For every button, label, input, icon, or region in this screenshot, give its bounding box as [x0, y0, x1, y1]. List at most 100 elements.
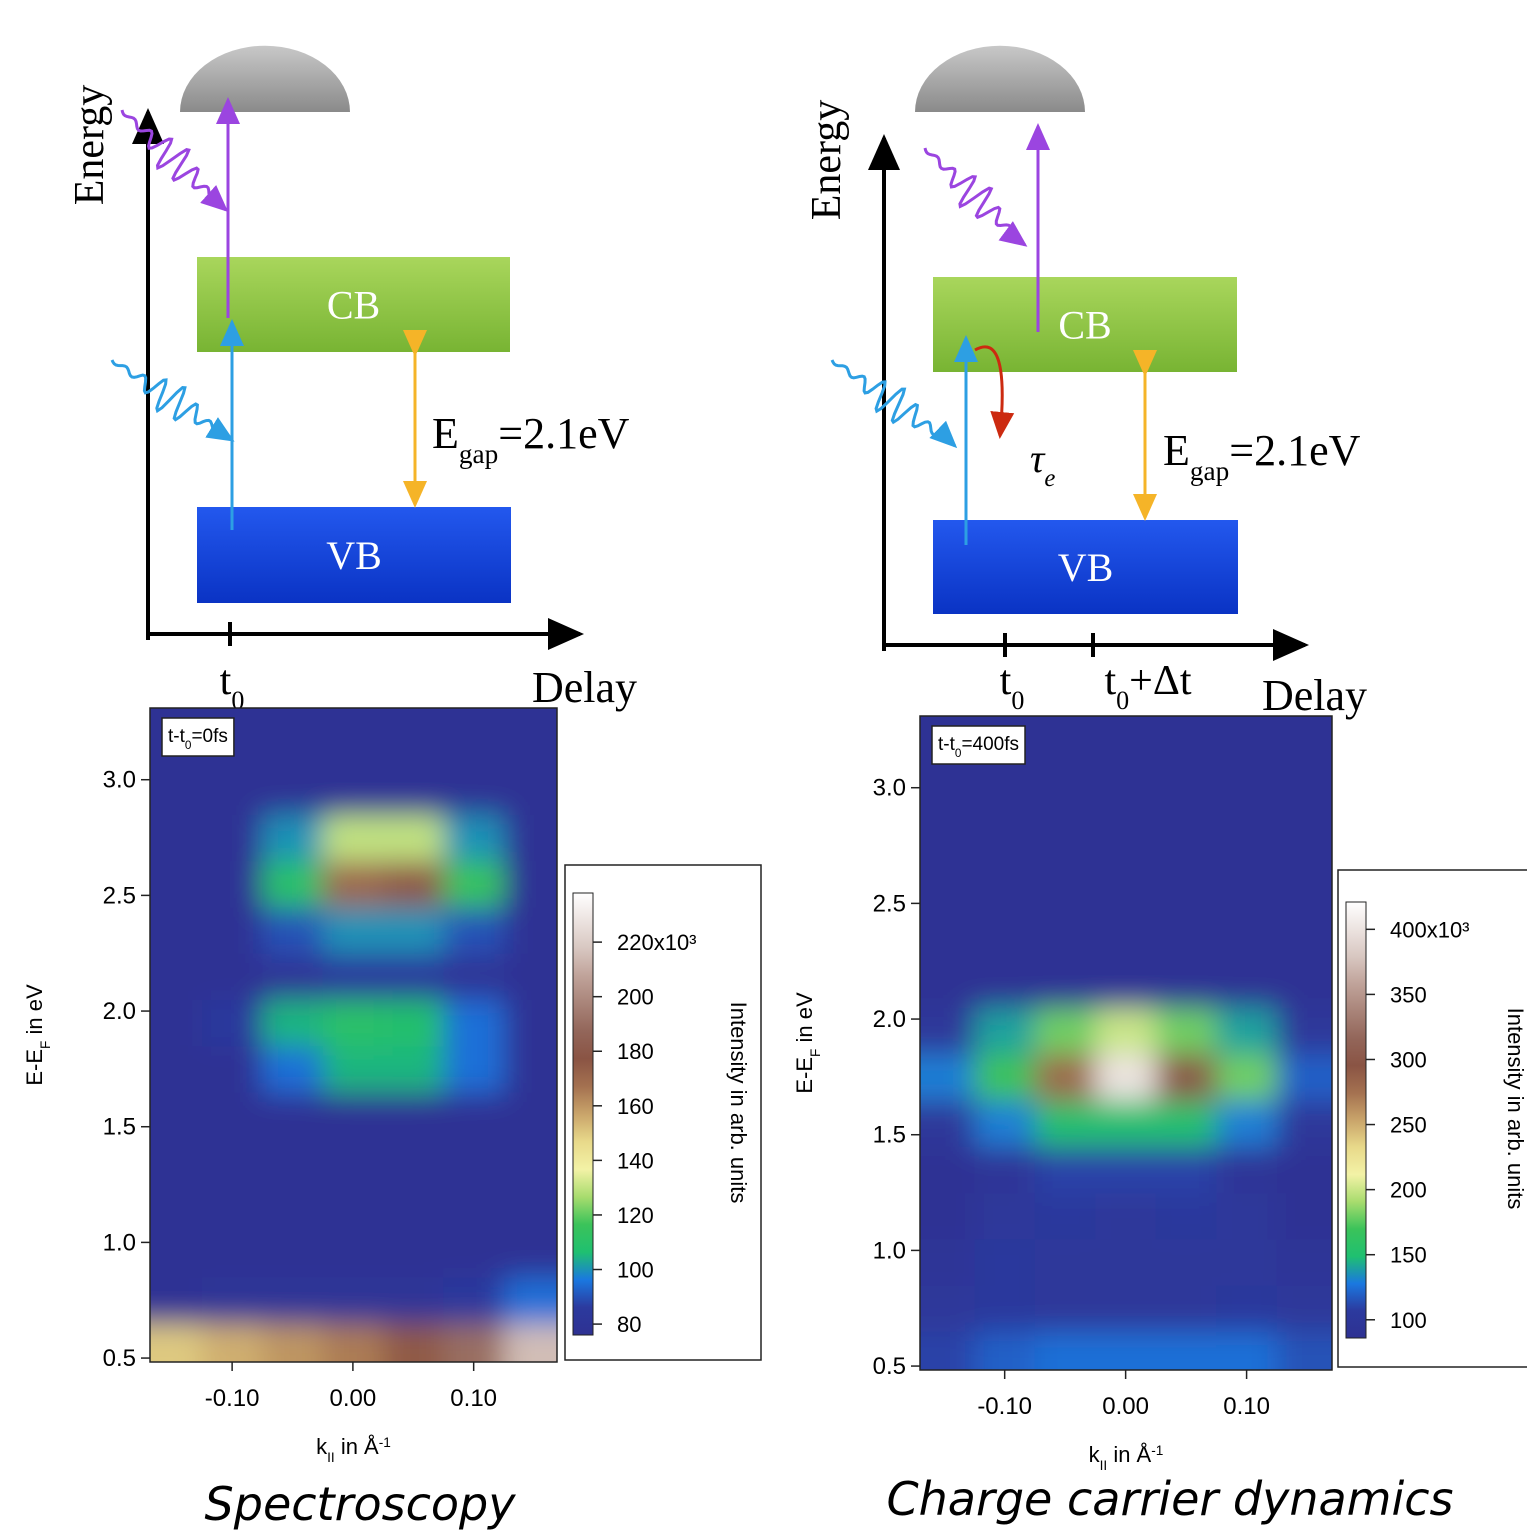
heatmap-cell: [443, 953, 504, 1000]
text-part: -1: [1151, 1443, 1163, 1458]
heatmap-cell: [1095, 822, 1156, 869]
heatmap-cell: [974, 1285, 1035, 1332]
probe-pulse: [122, 110, 226, 210]
heatmap-cell: [1156, 1007, 1217, 1054]
heatmap-cell: [100, 1277, 202, 1324]
heatmap-cell: [1156, 915, 1217, 962]
text-part: t-t: [168, 726, 186, 747]
heatmap-cell: [870, 961, 975, 1008]
relaxation-label: τe: [1030, 436, 1055, 492]
heatmap-cell: [262, 1277, 323, 1324]
heatmap-cell: [323, 1231, 384, 1278]
heatmap-cell: [1095, 1193, 1156, 1240]
heatmap-cell: [1216, 961, 1277, 1008]
text-part: in Å: [335, 1434, 379, 1459]
x-tick-label: 0.10: [450, 1385, 497, 1412]
gap-label: Egap=2.1eV: [1163, 426, 1361, 486]
text-part: 0: [1116, 686, 1129, 715]
heatmap-cell: [1035, 776, 1096, 823]
text-part: E: [1163, 426, 1190, 475]
colorbar-tick-label: 300: [1390, 1047, 1427, 1072]
heatmap-cell: [870, 1054, 975, 1101]
heatmap-cell: [443, 999, 504, 1046]
heatmap-cell: [1216, 869, 1277, 916]
text-part: =0fs: [191, 726, 227, 747]
time-label: t0: [220, 658, 245, 715]
heatmap-cell: [383, 953, 444, 1000]
heatmap-cell: [1156, 1285, 1217, 1332]
heatmap-cell: [100, 907, 202, 954]
heatmap: [100, 658, 608, 1413]
heatmap-cell: [262, 814, 323, 861]
heatmap-cell: [1035, 666, 1096, 777]
y-tick-label: 3.0: [873, 775, 906, 802]
colorbar-tick-label: 100: [617, 1258, 654, 1283]
y-tick-label: 1.0: [873, 1237, 906, 1264]
text-part: F: [38, 1041, 53, 1049]
heatmap-cell: [323, 1185, 384, 1232]
heatmap-cell: [443, 1092, 504, 1139]
heatmap-cell: [202, 861, 263, 908]
heatmap-cell: [1156, 1100, 1217, 1147]
heatmap-cell: [262, 768, 323, 815]
figure: CBVBEnergyDelayEgap=2.1eVt0CBVBEnergyDel…: [0, 0, 1527, 1536]
text-part: E-E: [792, 1057, 817, 1094]
heatmap-cell: [383, 861, 444, 908]
vb-label: VB: [326, 533, 382, 578]
colorbar-tick-label: 160: [617, 1094, 654, 1119]
text-part: II: [327, 1450, 335, 1465]
heatmap-cell: [100, 1138, 202, 1185]
heatmap-cell: [383, 1138, 444, 1185]
heatmap-cell: [1277, 776, 1383, 823]
text-part: t: [1000, 658, 1012, 704]
heatmap-cell: [443, 1231, 504, 1278]
y-tick-label: 0.5: [103, 1345, 136, 1372]
heatmap-cell: [323, 1092, 384, 1139]
text-part: in eV: [22, 984, 47, 1041]
heatmap-cell: [1095, 869, 1156, 916]
heatmap-cell: [870, 915, 975, 962]
colorbar-label: Intensity in arb. units: [1503, 1008, 1527, 1210]
heatmap-cell: [974, 1146, 1035, 1193]
heatmap-cell: [262, 1138, 323, 1185]
heatmap-cell: [1035, 1193, 1096, 1240]
heatmap-cell: [202, 814, 263, 861]
cb-label: CB: [1058, 303, 1111, 348]
pump-pulse: [832, 360, 955, 446]
heatmap-cell: [383, 1231, 444, 1278]
heatmap-cell: [1095, 1007, 1156, 1054]
heatmap-cell: [1035, 1007, 1096, 1054]
heatmap-cell: [202, 953, 263, 1000]
energy-label: Energy: [804, 100, 850, 221]
heatmap-cell: [262, 907, 323, 954]
heatmap-cell: [262, 1185, 323, 1232]
heatmap-cell: [1095, 961, 1156, 1008]
heatmap-cell: [202, 768, 263, 815]
heatmap-cell: [323, 814, 384, 861]
y-axis-label: E-EF in eV: [792, 992, 823, 1094]
heatmap-cell: [1216, 1007, 1277, 1054]
heatmap-cell: [974, 822, 1035, 869]
heatmap-cell: [1095, 1146, 1156, 1193]
heatmap-cell: [262, 953, 323, 1000]
y-tick-label: 2.0: [873, 1006, 906, 1033]
heatmap-cell: [1216, 1054, 1277, 1101]
heatmap-cell: [443, 814, 504, 861]
text-part: +Δt: [1129, 658, 1192, 704]
heatmap-cell: [1095, 915, 1156, 962]
text-part: F: [808, 1049, 823, 1057]
heatmap-cell: [1156, 776, 1217, 823]
heatmap-cell: [1035, 869, 1096, 916]
heatmap-cell: [504, 768, 608, 815]
heatmap-cell: [323, 1277, 384, 1324]
heatmap-cell: [262, 1231, 323, 1278]
heatmap-cell: [1216, 1100, 1277, 1147]
heatmap-cell: [974, 1193, 1035, 1240]
probe-pulse: [925, 148, 1025, 245]
heatmap-cell: [383, 999, 444, 1046]
heatmap-cell: [870, 1285, 975, 1332]
x-tick-label: -0.10: [205, 1385, 260, 1412]
heatmap-cells: [870, 666, 1383, 1421]
colorbar-label: Intensity in arb. units: [726, 1002, 751, 1204]
heatmap-cell: [443, 1185, 504, 1232]
